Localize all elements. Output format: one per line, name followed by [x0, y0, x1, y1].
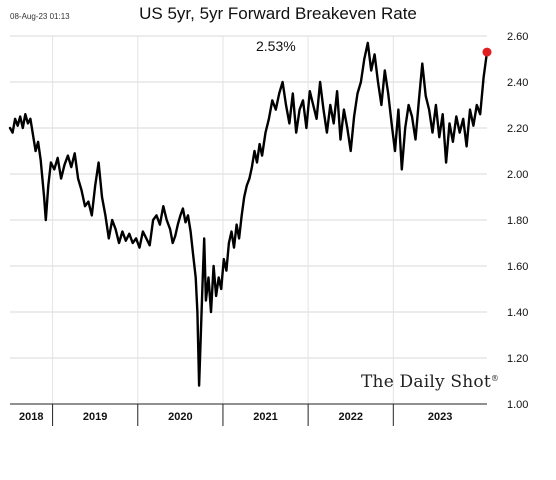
y-tick-label: 1.80 [507, 215, 528, 227]
x-tick-label: 2023 [428, 411, 452, 423]
series-layer [8, 41, 492, 387]
x-tick-label: 2019 [83, 411, 107, 423]
y-tick-label: 1.60 [507, 261, 528, 273]
series-line [8, 41, 489, 387]
chart-title: US 5yr, 5yr Forward Breakeven Rate [139, 4, 417, 23]
y-axis-tick-labels: 1.00 1.20 1.40 1.60 1.80 2.00 2.20 2.40 2.60 [507, 31, 528, 411]
y-tick-label: 1.20 [507, 353, 528, 365]
x-axis: 2018 2019 2020 2021 2022 2023 [10, 403, 487, 426]
last-value-annotation: 2.53% [256, 38, 296, 54]
y-tick-label: 2.60 [507, 31, 528, 43]
gridlines [10, 35, 487, 404]
x-tick-label: 2018 [19, 411, 43, 423]
y-tick-label: 2.00 [507, 169, 528, 181]
y-tick-label: 2.20 [507, 123, 528, 135]
brand-logo: The Daily Shot® [361, 372, 499, 392]
x-tick-label: 2022 [338, 411, 362, 423]
brand-name: The Daily Shot [361, 372, 491, 392]
timestamp: 08-Aug-23 01:13 [10, 12, 70, 21]
brand-mark: ® [490, 374, 500, 383]
y-tick-label: 1.00 [507, 399, 528, 411]
y-tick-label: 2.40 [507, 77, 528, 89]
x-tick-label: 2020 [168, 411, 192, 423]
y-tick-label: 1.40 [507, 307, 528, 319]
x-tick-label: 2021 [253, 411, 277, 423]
last-point-marker [482, 47, 492, 57]
